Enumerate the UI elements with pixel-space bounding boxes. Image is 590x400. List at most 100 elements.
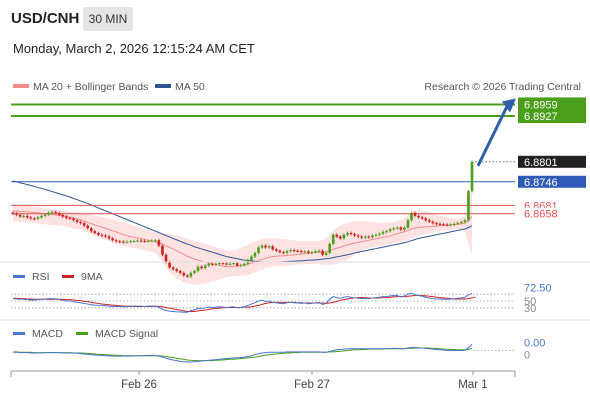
- support-label-2-text: 6.8658: [524, 209, 558, 221]
- candle-body: [196, 266, 200, 272]
- candle-body: [452, 223, 456, 225]
- candle: [18, 213, 22, 219]
- candle-body: [178, 271, 182, 273]
- candle-body: [189, 272, 193, 277]
- candle: [417, 214, 420, 219]
- macd-legend-swatch: [13, 332, 25, 335]
- candle: [310, 250, 314, 255]
- candle: [214, 262, 218, 266]
- candle: [452, 222, 456, 227]
- candle-body: [371, 235, 374, 238]
- candle: [435, 221, 438, 226]
- candle-body: [97, 232, 100, 235]
- macd-signal-legend-label: MACD Signal: [95, 328, 158, 340]
- candle: [285, 249, 289, 255]
- candle: [410, 211, 413, 222]
- candle: [235, 261, 239, 268]
- candle: [89, 226, 93, 233]
- macd-signal-line: [13, 347, 473, 362]
- candle-body: [43, 214, 47, 216]
- candle: [203, 264, 207, 270]
- candle-body: [57, 212, 61, 215]
- bollinger-band-fill: [13, 183, 472, 285]
- candle-body: [239, 265, 243, 267]
- candle: [445, 223, 449, 227]
- candle-body: [114, 240, 118, 242]
- candle-body: [460, 222, 463, 224]
- candle-body: [388, 229, 392, 232]
- candle: [328, 242, 331, 255]
- current-price-label-box: [518, 155, 586, 168]
- candle: [282, 250, 285, 255]
- candle-body: [321, 250, 324, 255]
- candle: [264, 244, 267, 249]
- candle-body: [331, 234, 335, 244]
- candle: [200, 265, 203, 270]
- candle-body: [413, 212, 417, 216]
- candle-body: [307, 251, 310, 253]
- candle: [47, 211, 50, 217]
- candle: [36, 215, 40, 221]
- rsi-legend-label: RSI: [32, 271, 50, 283]
- candle: [346, 231, 349, 237]
- candle: [93, 229, 97, 235]
- candle-body: [271, 246, 275, 250]
- macd-line: [13, 343, 473, 363]
- current-price-label: 6.8801: [518, 155, 586, 169]
- candle-body: [168, 262, 171, 268]
- candle-body: [317, 250, 321, 252]
- candle: [193, 269, 196, 275]
- candle-body: [257, 247, 260, 253]
- candle: [353, 232, 356, 237]
- rsi-ma-legend-label: 9MA: [81, 271, 103, 283]
- ma50-legend-swatch: [155, 84, 171, 88]
- candle-body: [125, 241, 129, 243]
- candle: [86, 224, 90, 230]
- candle-body: [36, 217, 40, 219]
- candle: [413, 211, 417, 218]
- x-axis-ticks: Feb 26 Feb 27 Mar 1: [121, 371, 488, 391]
- candle-body: [328, 243, 331, 253]
- candle-body: [242, 263, 246, 266]
- candle: [257, 246, 260, 255]
- candle: [342, 233, 346, 240]
- candle-body: [100, 234, 104, 236]
- candle: [271, 244, 275, 251]
- candle: [307, 250, 310, 255]
- candle-body: [232, 263, 235, 265]
- candle-body: [406, 220, 410, 228]
- candle-body: [175, 269, 178, 272]
- candle-body: [68, 218, 72, 220]
- candle: [22, 214, 25, 219]
- candle-body: [285, 251, 289, 253]
- candle: [228, 262, 232, 266]
- pivot-label-text: 6.8746: [524, 177, 558, 189]
- candle-body: [299, 251, 303, 253]
- candle-body: [335, 234, 339, 237]
- candle-body: [210, 263, 214, 265]
- candle: [196, 265, 200, 273]
- candle: [175, 267, 178, 273]
- candle: [438, 222, 442, 226]
- candle-body: [118, 241, 122, 243]
- macd-signal-legend-swatch: [76, 332, 88, 335]
- candle-body: [417, 215, 420, 218]
- candle: [253, 251, 257, 259]
- candle: [399, 226, 403, 232]
- candle: [107, 235, 111, 240]
- timeframe-button[interactable]: 30 MIN: [83, 7, 133, 31]
- candle-body: [107, 236, 111, 239]
- candle-body: [25, 215, 29, 218]
- candle-body: [310, 252, 314, 254]
- candle: [388, 227, 392, 233]
- candle: [428, 218, 431, 224]
- candle-body: [93, 231, 97, 233]
- candle: [97, 231, 100, 237]
- candle: [189, 271, 193, 278]
- candle: [381, 230, 385, 236]
- candle-body: [18, 214, 22, 217]
- candle: [360, 235, 363, 240]
- candle-body: [104, 235, 107, 237]
- candle: [339, 235, 342, 240]
